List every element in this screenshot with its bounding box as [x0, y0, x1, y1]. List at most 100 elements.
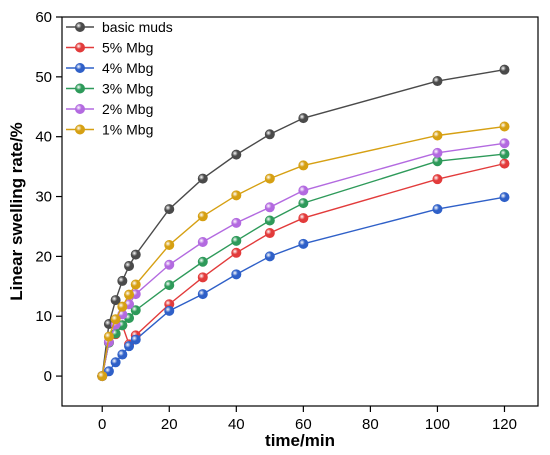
legend-label: 5% Mbg — [102, 40, 153, 56]
data-point — [432, 147, 443, 158]
legend-entry: 1% Mbg — [66, 122, 153, 138]
series-5 — [97, 121, 510, 382]
data-point — [298, 185, 309, 196]
data-point — [231, 247, 242, 258]
legend-marker — [75, 83, 86, 94]
data-point — [499, 64, 510, 75]
legend-marker — [75, 42, 86, 53]
x-axis-label: time/min — [265, 431, 335, 450]
data-point — [110, 357, 121, 368]
data-point — [231, 217, 242, 228]
data-point — [432, 156, 443, 167]
data-point — [499, 192, 510, 203]
x-tick-label: 40 — [228, 416, 245, 433]
data-point — [231, 235, 242, 246]
y-tick-label: 10 — [35, 308, 52, 325]
legend-marker — [75, 63, 86, 74]
data-point — [164, 259, 175, 270]
data-point — [197, 237, 208, 248]
x-tick-label: 100 — [425, 416, 450, 433]
series-3 — [97, 149, 510, 382]
data-point — [110, 314, 121, 325]
data-point — [103, 331, 114, 342]
y-tick-label: 0 — [44, 368, 52, 385]
x-tick-label: 80 — [362, 416, 379, 433]
data-point — [264, 129, 275, 140]
data-point — [117, 275, 128, 286]
legend-marker — [75, 21, 86, 32]
legend-entry: 5% Mbg — [66, 40, 153, 56]
legend-entry: basic muds — [66, 19, 173, 35]
axes: 0 20 40 60 80 100 120 0 10 20 30 40 50 60 — [35, 9, 539, 433]
data-point — [164, 305, 175, 316]
y-axis-label: Linear swelling rate/% — [7, 122, 26, 301]
data-point — [298, 198, 309, 209]
y-tick-label: 20 — [35, 248, 52, 265]
data-point — [124, 341, 135, 352]
data-point — [264, 202, 275, 213]
data-point — [298, 113, 309, 124]
data-point — [124, 260, 135, 271]
data-point — [264, 228, 275, 239]
data-point — [264, 215, 275, 226]
legend-entry: 4% Mbg — [66, 60, 153, 76]
data-point — [231, 149, 242, 160]
series-line — [101, 196, 505, 377]
legend-entry: 2% Mbg — [66, 101, 153, 117]
legend-entry: 3% Mbg — [66, 81, 153, 97]
data-point — [130, 279, 141, 290]
data-point — [103, 366, 114, 377]
data-point — [231, 190, 242, 201]
plot-frame — [61, 16, 539, 407]
data-point — [197, 256, 208, 267]
data-point — [231, 269, 242, 280]
x-tick-label: 120 — [492, 416, 517, 433]
data-point — [117, 301, 128, 312]
legend: basic muds 5% Mbg 4% Mbg 3% Mbg 2% Mbg 1% Mbg — [66, 19, 173, 138]
legend-label: 4% Mbg — [102, 60, 153, 76]
y-tick-label: 40 — [35, 129, 52, 146]
data-point — [164, 204, 175, 215]
series-4 — [97, 138, 510, 382]
legend-label: 1% Mbg — [102, 122, 153, 138]
data-point — [264, 173, 275, 184]
x-tick-label: 0 — [98, 416, 106, 433]
data-point — [499, 158, 510, 169]
x-tick-label: 20 — [161, 416, 178, 433]
data-point — [432, 76, 443, 87]
data-point — [117, 349, 128, 360]
legend-label: 2% Mbg — [102, 101, 153, 117]
data-point — [130, 249, 141, 260]
data-point — [130, 305, 141, 316]
data-point — [432, 130, 443, 141]
data-point — [432, 204, 443, 215]
data-point — [499, 138, 510, 149]
data-point — [197, 173, 208, 184]
legend-marker — [75, 104, 86, 115]
data-point — [110, 295, 121, 306]
legend-label: 3% Mbg — [102, 81, 153, 97]
data-point — [499, 121, 510, 132]
data-point — [197, 272, 208, 283]
data-point — [298, 213, 309, 224]
y-tick-label: 60 — [35, 9, 52, 26]
data-point — [97, 371, 108, 382]
y-tick-label: 30 — [35, 189, 52, 206]
data-point — [499, 149, 510, 160]
legend-marker — [75, 124, 86, 135]
data-point — [130, 334, 141, 345]
data-point — [298, 160, 309, 171]
x-tick-label: 60 — [295, 416, 312, 433]
data-point — [164, 240, 175, 251]
data-point — [432, 174, 443, 185]
data-point — [298, 238, 309, 249]
y-tick-label: 50 — [35, 69, 52, 86]
data-point — [264, 251, 275, 262]
data-point — [124, 289, 135, 300]
plot-area — [97, 64, 510, 382]
legend-label: basic muds — [102, 19, 173, 35]
data-point — [197, 211, 208, 222]
data-point — [197, 289, 208, 300]
data-point — [164, 280, 175, 291]
